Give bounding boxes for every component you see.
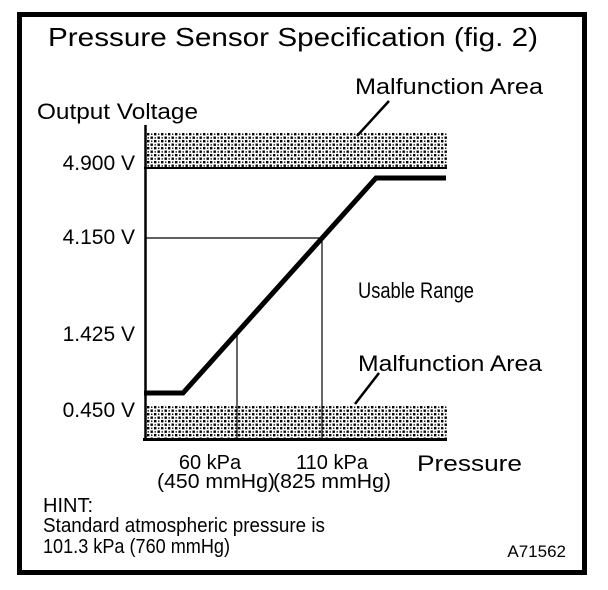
y-tick-4900v: 4.900 V <box>63 152 135 175</box>
y-axis-title: Output Voltage <box>37 99 198 124</box>
x-tick-825mmhg: (825 mmHg) <box>273 471 391 493</box>
annotation-malfunction-area-bottom: Malfunction Area <box>358 351 543 376</box>
chart-title: Pressure Sensor Specification (fig. 2) <box>48 22 538 52</box>
y-tick-4150v: 4.150 V <box>63 226 135 249</box>
hint-line2: 101.3 kPa (760 mmHg) <box>43 536 230 558</box>
leader-line-bottom <box>354 372 380 405</box>
y-tick-1425v: 1.425 V <box>63 323 135 346</box>
x-axis-title: Pressure <box>417 451 522 476</box>
y-tick-0450v: 0.450 V <box>63 399 135 422</box>
leader-line-top <box>356 100 390 137</box>
sensor-output-curve <box>144 175 446 396</box>
x-tick-60kpa: 60 kPa <box>179 452 242 474</box>
annotation-malfunction-area-top: Malfunction Area <box>355 74 544 99</box>
malfunction-band-top <box>147 133 447 167</box>
annotation-usable-range: Usable Range <box>358 278 474 303</box>
x-tick-450mmhg: (450 mmHg) <box>157 471 275 493</box>
figure-code: A71562 <box>507 542 566 561</box>
x-tick-110kpa: 110 kPa <box>296 452 369 474</box>
figure-border <box>17 12 587 575</box>
hint-label: HINT: <box>43 495 93 517</box>
malfunction-band-bottom <box>147 405 447 439</box>
hint-line1: Standard atmospheric pressure is <box>43 515 325 537</box>
